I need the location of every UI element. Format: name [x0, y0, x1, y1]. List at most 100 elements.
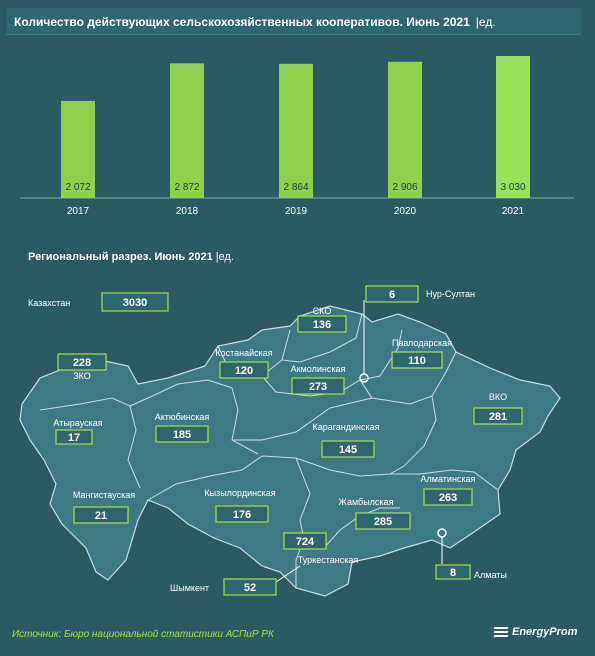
region-value: 21 — [95, 510, 107, 522]
bar-2020 — [388, 61, 422, 198]
region-value-box — [365, 285, 419, 303]
regional-title-text: Региональный разрез. Июнь 2021 — [28, 251, 213, 263]
region-value-box — [423, 488, 473, 506]
region-name: Шымкент — [170, 583, 209, 593]
region-8: Атырауская 17 — [53, 418, 103, 445]
brand-name: EnergyProm — [512, 626, 578, 638]
region-value-box — [435, 564, 471, 580]
region-value: 52 — [244, 582, 256, 594]
region-name: Алматинская — [421, 474, 476, 484]
region-7: ВКО 281 — [473, 392, 523, 425]
x-tick-label: 2021 — [502, 206, 525, 217]
region-name: Жамбылская — [339, 497, 394, 507]
region-value-box — [55, 429, 93, 445]
regional-title-unit: |ед. — [215, 251, 234, 263]
chart-title-text: Количество действующих сельскохозяйствен… — [14, 15, 470, 29]
source-note: Источник: Бюро национальной статистики А… — [12, 629, 274, 640]
bar-value-label: 2 864 — [283, 182, 308, 193]
region-value-box — [473, 407, 523, 425]
region-value-box — [57, 353, 107, 371]
bar-value-label: 2 872 — [174, 182, 199, 193]
region-value: 176 — [233, 509, 251, 521]
region-value-box — [297, 315, 347, 333]
x-tick-label: 2020 — [394, 206, 417, 217]
region-value-box — [219, 361, 269, 379]
region-name: ВКО — [489, 392, 507, 402]
region-name: Актюбинская — [155, 412, 210, 422]
region-value: 120 — [235, 365, 253, 377]
shymkent-leader — [275, 565, 301, 583]
region-2: СКО 136 — [297, 306, 347, 333]
region-name: Карагандинская — [312, 422, 379, 432]
chart-title: Количество действующих сельскохозяйствен… — [14, 15, 496, 29]
region-17: Алматы 8 — [435, 564, 507, 580]
x-tick-label: 2017 — [67, 206, 90, 217]
bar-chart: 2 072 2017 2 872 2018 2 864 2019 2 906 2020 3 03… — [20, 55, 574, 217]
region-14: Жамбылская 285 — [339, 497, 411, 530]
region-name: Акмолинская — [291, 364, 346, 374]
regional-title: Региональный разрез. Июнь 2021 |ед. — [28, 251, 234, 263]
region-value: 6 — [389, 289, 395, 301]
region-16: Шымкент 52 — [170, 578, 277, 596]
region-12: Кызылординская 176 — [204, 488, 276, 523]
region-name: Казахстан — [28, 298, 70, 308]
region-value-box — [223, 578, 277, 596]
region-6: ЗКО 228 — [57, 353, 107, 381]
bar-2017 — [61, 100, 95, 198]
region-value-box — [215, 505, 269, 523]
region-name: Туркестанская — [298, 555, 359, 565]
region-5: Акмолинская 273 — [291, 364, 346, 395]
region-value: 263 — [439, 492, 457, 504]
bar-value-label: 3 030 — [500, 182, 525, 193]
kazakhstan-outline — [19, 305, 561, 597]
region-value: 8 — [450, 567, 456, 579]
region-value: 273 — [309, 381, 327, 393]
region-name: Алматы — [474, 570, 507, 580]
region-value: 285 — [374, 516, 392, 528]
x-tick-label: 2018 — [176, 206, 199, 217]
region-value: 136 — [313, 319, 331, 331]
region-name: Кызылординская — [204, 488, 275, 498]
region-value: 17 — [68, 432, 80, 444]
region-15: Туркестанская 724 — [283, 532, 359, 565]
bar-2021 — [496, 55, 530, 198]
region-value: 185 — [173, 429, 191, 441]
region-value-box — [155, 425, 209, 443]
region-name: ЗКО — [73, 371, 91, 381]
region-value: 724 — [296, 536, 315, 548]
region-value: 281 — [489, 411, 507, 423]
region-value-box — [283, 532, 327, 550]
energyprom-logo-icon — [493, 627, 509, 637]
chart-title-unit: |ед. — [475, 15, 496, 29]
region-value-box — [291, 377, 345, 395]
region-name: Нур-Султан — [426, 289, 475, 299]
region-value-box — [321, 440, 375, 458]
region-9: Актюбинская 185 — [155, 412, 210, 443]
region-name: Павлодарская — [392, 338, 452, 348]
region-name: Атырауская — [53, 418, 102, 428]
region-3: Павлодарская 110 — [391, 338, 452, 369]
region-value-box — [101, 292, 169, 312]
regional-map: Казахстан 3030 Нур-Султан 6 СКО 136 Павлодарск… — [19, 285, 561, 597]
region-name: Костанайская — [215, 348, 272, 358]
x-tick-label: 2019 — [285, 206, 308, 217]
region-value-box — [391, 351, 443, 369]
region-value-box — [73, 506, 129, 524]
bar-value-label: 2 072 — [65, 182, 90, 193]
region-value: 145 — [339, 444, 357, 456]
bar-2019 — [279, 63, 313, 198]
region-value: 228 — [73, 357, 91, 369]
bar-value-label: 2 906 — [392, 182, 417, 193]
region-value: 3030 — [123, 297, 147, 309]
region-name: СКО — [313, 306, 332, 316]
region-4: Костанайская 120 — [215, 348, 273, 379]
region-10: Карагандинская 145 — [312, 422, 380, 458]
brand-logo: EnergyProm — [493, 626, 578, 638]
region-13: Алматинская 263 — [421, 474, 476, 506]
region-0: Казахстан 3030 — [28, 292, 169, 312]
region-11: Мангистауская 21 — [73, 490, 135, 524]
title-bar — [6, 8, 581, 35]
bar-2018 — [170, 63, 204, 198]
region-value: 110 — [408, 355, 426, 367]
region-value-box — [355, 512, 411, 530]
